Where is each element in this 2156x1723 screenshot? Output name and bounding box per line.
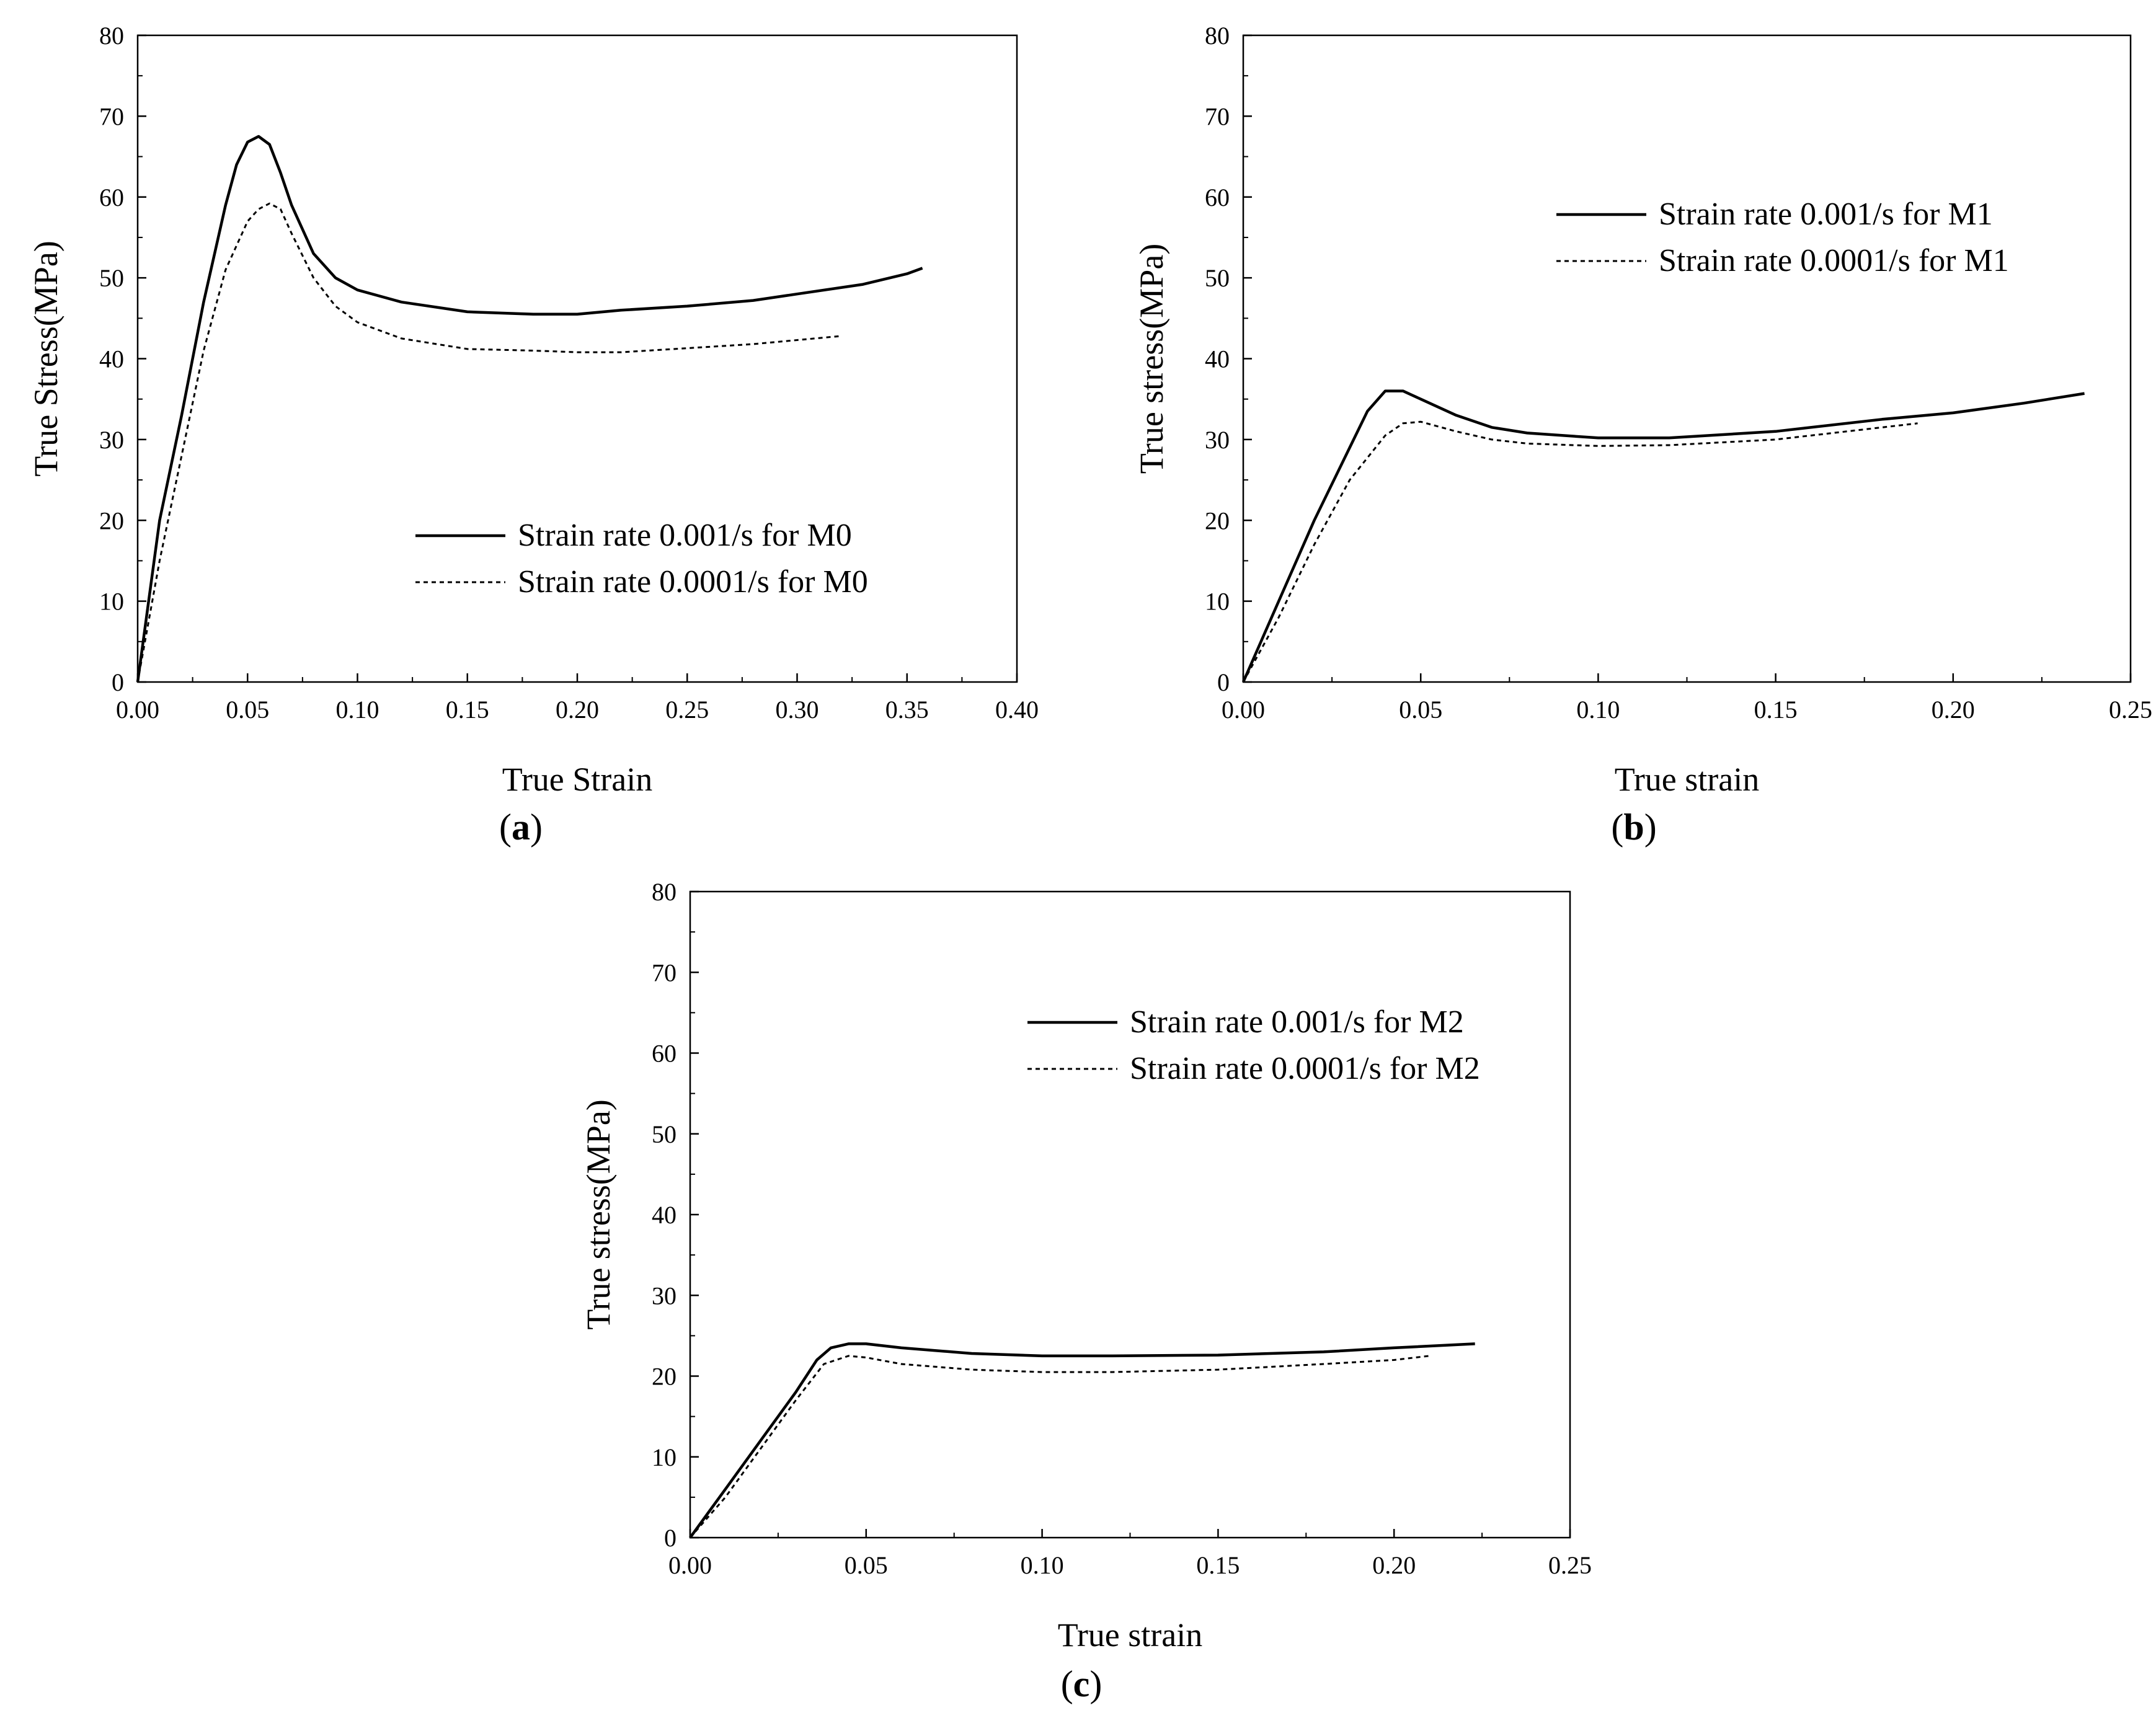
panel-b-caption: (b) [1611, 807, 1657, 848]
x-tick-label: 0.30 [776, 696, 819, 724]
x-tick-label: 0.00 [116, 696, 159, 724]
y-tick-label: 0 [1217, 668, 1230, 696]
y-tick-label: 50 [652, 1120, 677, 1148]
y-tick-label: 60 [1205, 184, 1230, 211]
panel-c: 0.00 0.05 0.10 0.15 0.20 0.25 0 10 20 30 40 50 60 70 8… [558, 856, 1637, 1723]
x-tick-label: 0.25 [1548, 1551, 1592, 1579]
x-tick-label: 0.10 [336, 696, 379, 724]
panel-a-caption-letter: a [512, 807, 530, 848]
x-tick-label: 0.20 [1932, 696, 1975, 724]
y-tick-label: 20 [652, 1363, 677, 1391]
legend-label-2: Strain rate 0.0001/s for M0 [518, 564, 868, 600]
y-tick-label: 80 [652, 878, 677, 906]
x-tick-label: 0.20 [1372, 1551, 1416, 1579]
panel-c-caption-letter: c [1073, 1663, 1090, 1704]
y-tick-label: 30 [652, 1282, 677, 1309]
chart-b: 0.00 0.05 0.10 0.15 0.20 0.25 0 10 20 30 40 50 60 70 8… [1133, 22, 2152, 798]
y-tick-label: 30 [1205, 426, 1230, 454]
legend-label-2: Strain rate 0.0001/s for M2 [1130, 1051, 1480, 1086]
y-tick-label: 40 [99, 345, 124, 373]
y-tick-label: 0 [112, 668, 124, 696]
x-tick-label: 0.05 [1399, 696, 1442, 724]
chart-a: 0.00 0.05 0.10 0.15 0.20 0.25 0.30 0.35 0.40 0 10 2… [27, 22, 1039, 798]
y-tick-label: 20 [99, 507, 124, 534]
panel-b-caption-letter: b [1623, 807, 1644, 848]
x-tick-label: 0.25 [2109, 696, 2152, 724]
series-line-1 [689, 1342, 1475, 1539]
panel-a: 0.00 0.05 0.10 0.15 0.20 0.25 0.30 0.35 0.40 0 10 2… [0, 0, 1079, 862]
panel-c-caption: (c) [1060, 1663, 1102, 1704]
y-axis-label: True stress(MPa) [580, 1099, 617, 1330]
x-tick-label: 0.00 [668, 1551, 712, 1579]
x-tick-label: 0.00 [1222, 696, 1265, 724]
x-tick-label: 0.40 [995, 696, 1039, 724]
y-tick-label: 10 [1205, 588, 1230, 616]
plot-frame [689, 890, 1571, 1539]
x-axis-label: True strain [1058, 1616, 1203, 1654]
panel-a-caption: (a) [499, 807, 543, 848]
x-tick-label: 0.10 [1576, 696, 1620, 724]
y-tick-label: 0 [664, 1524, 677, 1552]
y-tick-label: 70 [99, 102, 124, 130]
plot-frame [1242, 34, 2132, 683]
legend-label-2: Strain rate 0.0001/s for M1 [1659, 243, 2009, 278]
legend-label-1: Strain rate 0.001/s for M1 [1659, 197, 1993, 232]
x-axis-label: True strain [1615, 761, 1760, 798]
y-tick-label: 30 [99, 426, 124, 454]
y-tick-label: 40 [652, 1201, 677, 1229]
x-tick-label: 0.10 [1021, 1551, 1064, 1579]
x-tick-label: 0.15 [446, 696, 489, 724]
chart-c: 0.00 0.05 0.10 0.15 0.20 0.25 0 10 20 30 40 50 60 70 8… [580, 878, 1592, 1654]
y-tick-label: 10 [99, 588, 124, 616]
x-tick-label: 0.25 [665, 696, 709, 724]
series-line-1 [136, 135, 923, 683]
y-tick-label: 20 [1205, 507, 1230, 534]
legend-label-1: Strain rate 0.001/s for M2 [1130, 1004, 1464, 1040]
y-tick-label: 70 [1205, 102, 1230, 130]
y-axis-label: True stress(MPa) [1133, 244, 1170, 474]
y-tick-label: 70 [652, 959, 677, 986]
x-tick-label: 0.15 [1754, 696, 1798, 724]
y-tick-label: 50 [1205, 264, 1230, 292]
x-axis-label: True Strain [502, 761, 653, 798]
series-line-2 [689, 1355, 1430, 1538]
x-tick-label: 0.05 [845, 1551, 888, 1579]
x-tick-label: 0.05 [226, 696, 269, 724]
x-tick-label: 0.20 [556, 696, 599, 724]
y-tick-label: 50 [99, 264, 124, 292]
y-tick-label: 80 [99, 22, 124, 50]
series-line-2 [1242, 420, 1918, 683]
x-tick-label: 0.15 [1196, 1551, 1240, 1579]
y-axis-label: True Stress(MPa) [27, 241, 64, 477]
panel-b: 0.00 0.05 0.10 0.15 0.20 0.25 0 10 20 30 40 50 60 70 8… [1104, 0, 2156, 862]
legend-label-1: Strain rate 0.001/s for M0 [518, 518, 852, 553]
y-tick-label: 60 [652, 1040, 677, 1068]
x-tick-label: 0.35 [885, 696, 929, 724]
y-tick-label: 10 [652, 1443, 677, 1471]
y-tick-label: 80 [1205, 22, 1230, 50]
series-line-1 [1241, 389, 2085, 683]
y-tick-label: 40 [1205, 345, 1230, 373]
series-line-2 [136, 202, 841, 683]
y-tick-label: 60 [99, 184, 124, 211]
